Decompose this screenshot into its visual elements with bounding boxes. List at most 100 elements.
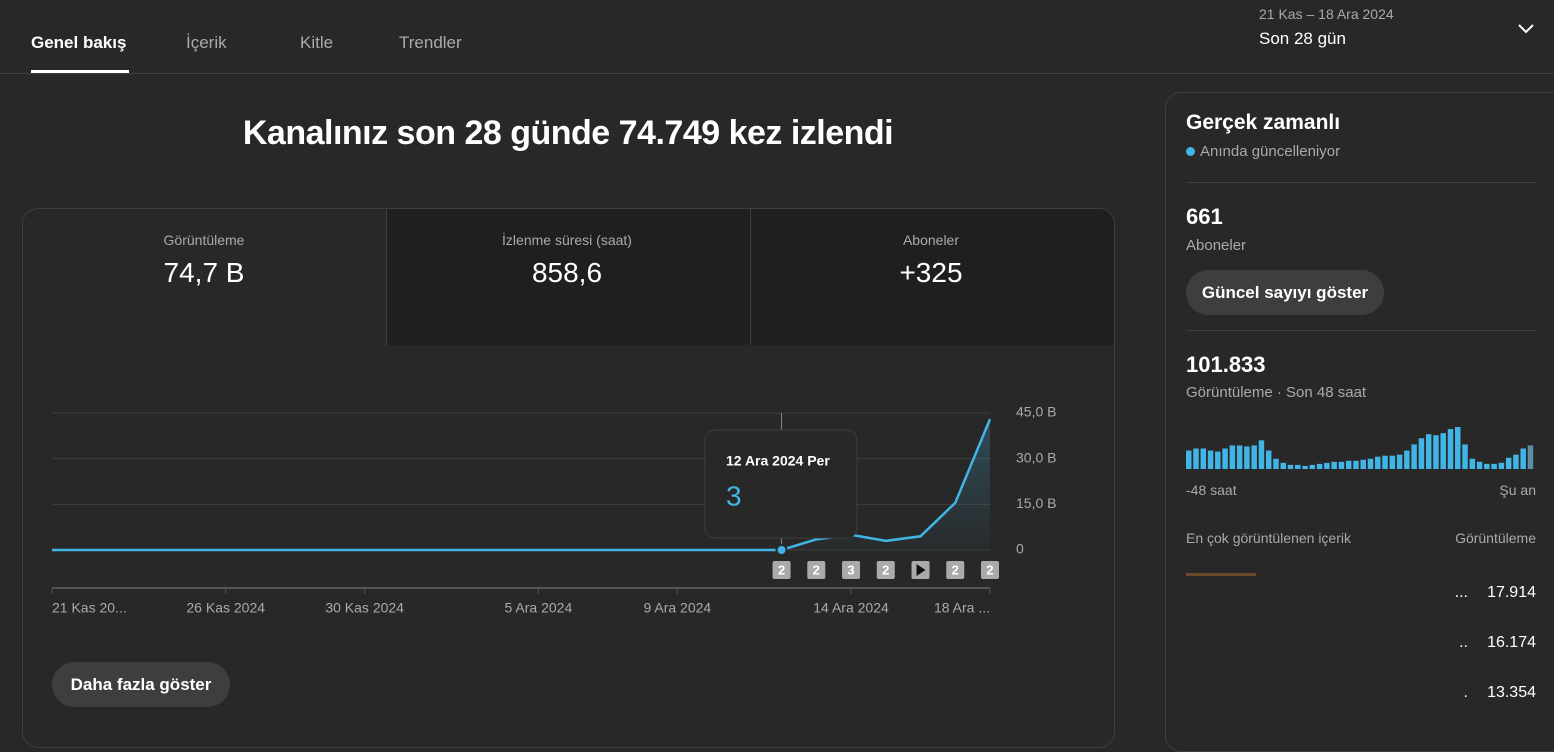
hourly-bar xyxy=(1200,448,1207,469)
views-count: 101.833 xyxy=(1186,352,1266,377)
y-tick-label: 30,0 B xyxy=(1016,449,1056,465)
hourly-bar xyxy=(1411,444,1417,469)
marker-badge xyxy=(807,561,826,579)
top-views-header: Görüntüleme xyxy=(1455,530,1536,546)
metric-label[interactable]: Görüntüleme xyxy=(163,232,245,248)
marker-badge xyxy=(946,561,965,579)
tooltip-title: 12 Ara 2024 Per xyxy=(726,453,830,469)
x-tick-label: 30 Kas 2024 xyxy=(325,600,404,616)
hourly-bar xyxy=(1353,460,1359,469)
content-title[interactable]: .. xyxy=(1459,634,1468,651)
hourly-bar xyxy=(1425,434,1432,469)
hourly-bar xyxy=(1251,445,1257,469)
hourly-bar xyxy=(1236,445,1243,469)
metric-label[interactable]: İzlenme süresi (saat) xyxy=(502,232,632,248)
hourly-bar xyxy=(1389,455,1396,469)
tab[interactable]: Kitle xyxy=(300,33,334,52)
tab-underline xyxy=(31,70,129,73)
hourly-bar xyxy=(1338,461,1345,469)
count-button-label[interactable]: Güncel sayıyı göster xyxy=(1201,283,1369,302)
marker-badge xyxy=(981,561,999,579)
subscriber-count: 661 xyxy=(1186,204,1223,229)
hourly-bar xyxy=(1505,457,1512,469)
hourly-bar xyxy=(1367,458,1374,469)
hourly-bar xyxy=(1309,464,1316,469)
hourly-bar xyxy=(1404,450,1410,469)
x-tick-label: 21 Kas 20... xyxy=(52,600,127,616)
tab[interactable]: Genel bakış xyxy=(31,33,127,52)
marker-label: 2 xyxy=(813,562,820,577)
metric-value[interactable]: 858,6 xyxy=(531,257,603,288)
metric-value[interactable]: 74,7 B xyxy=(163,257,245,288)
hourly-bar xyxy=(1324,462,1330,469)
marker-label: 2 xyxy=(986,562,993,577)
marker-label: 2 xyxy=(778,562,785,577)
hourly-bar xyxy=(1345,460,1352,469)
metric-label[interactable]: Aboneler xyxy=(902,232,960,248)
chart-card xyxy=(22,208,1115,748)
x-tick-label: 18 Ara ... xyxy=(934,600,990,616)
hourly-bar xyxy=(1484,463,1490,469)
metric-tab-bg xyxy=(386,209,750,345)
x-tick-label: 9 Ara 2024 xyxy=(643,600,711,616)
divider xyxy=(1186,330,1536,331)
live-dot xyxy=(1186,147,1195,156)
hourly-bar xyxy=(1229,445,1236,469)
hourly-bar xyxy=(1476,461,1483,469)
more-button[interactable] xyxy=(52,662,230,707)
metric-tab-bg xyxy=(750,209,1114,345)
count-button[interactable] xyxy=(1186,270,1384,315)
hourly-bar xyxy=(1222,448,1228,469)
hourly-bar xyxy=(1491,463,1497,469)
hourly-bar xyxy=(1244,446,1250,469)
marker-label: 2 xyxy=(882,562,889,577)
x-tick-label: 5 Ara 2024 xyxy=(505,600,573,616)
hourly-bar xyxy=(1302,465,1308,469)
date-range[interactable]: 21 Kas – 18 Ara 2024 xyxy=(1259,6,1394,22)
tooltip xyxy=(704,429,858,539)
hourly-bar xyxy=(1207,450,1214,469)
hourly-bar xyxy=(1331,461,1337,469)
chevron[interactable] xyxy=(1516,22,1536,36)
marker-label: 3 xyxy=(847,562,854,577)
content-title[interactable]: . xyxy=(1463,684,1468,701)
thumbnail[interactable] xyxy=(1186,573,1256,576)
y-tick-label: 15,0 B xyxy=(1016,495,1056,511)
hourly-bar xyxy=(1527,445,1534,469)
hourly-bar xyxy=(1287,464,1294,469)
hourly-bar xyxy=(1375,456,1381,469)
hourly-bar xyxy=(1447,429,1454,469)
hourly-bar xyxy=(1295,464,1301,469)
y-tick-label: 45,0 B xyxy=(1016,404,1056,420)
charts: 0 15,0 B 30,0 B 45,0 B 21 Kas 20... 26 Kas 20… xyxy=(51,404,1534,616)
hourly-bar xyxy=(1513,454,1519,469)
divider xyxy=(1186,182,1536,183)
hourly-bar xyxy=(1418,438,1425,469)
hourly-bar xyxy=(1462,444,1468,469)
content-views: 16.174 xyxy=(1487,634,1536,651)
realtime-title: Gerçek zamanlı xyxy=(1186,111,1341,134)
y-tick-label: 0 xyxy=(1016,541,1024,557)
hourly-bar xyxy=(1440,433,1446,469)
x-tick-label: 14 Ara 2024 xyxy=(813,600,889,616)
subscriber-label: Aboneler xyxy=(1186,237,1247,254)
top-bar xyxy=(0,0,1554,74)
marker-label: 2 xyxy=(952,562,959,577)
top-header: En çok görüntülenen içerik xyxy=(1186,530,1351,546)
tab[interactable]: Trendler xyxy=(399,33,462,52)
hourly-bar xyxy=(1215,451,1221,469)
tab[interactable]: İçerik xyxy=(186,33,227,52)
headline: Kanalınız son 28 günde 74.749 kez izlend… xyxy=(242,114,894,152)
hourly-bar xyxy=(1193,448,1199,469)
metric-value[interactable]: +325 xyxy=(899,257,963,288)
content-title[interactable]: ... xyxy=(1454,584,1468,601)
date-label[interactable]: Son 28 gün xyxy=(1259,29,1346,48)
play-icon xyxy=(916,564,926,576)
content-views: 13.354 xyxy=(1487,684,1536,701)
hourly-bar xyxy=(1433,435,1439,469)
content-views: 17.914 xyxy=(1487,584,1536,601)
more-button-label[interactable]: Daha fazla göster xyxy=(70,675,212,694)
tooltip-value: 3 xyxy=(726,480,742,511)
x-tick-label: 26 Kas 2024 xyxy=(186,600,265,616)
